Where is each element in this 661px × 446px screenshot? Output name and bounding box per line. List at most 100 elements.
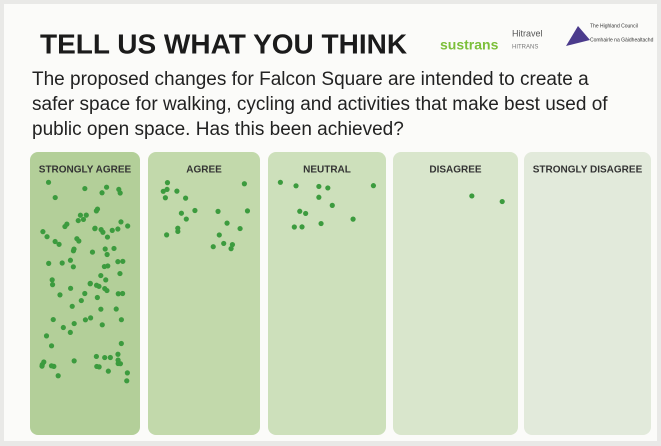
vote-dot [40, 229, 45, 234]
vote-dot [84, 213, 89, 218]
page: TELL US WHAT YOU THINK sustrans Hitravel… [0, 0, 661, 441]
vote-dot [116, 361, 121, 366]
vote-dot [106, 369, 111, 374]
vote-dot [116, 291, 121, 296]
vote-dot [51, 317, 56, 322]
logo: Comhairle na Gàidhealtachd [590, 37, 654, 43]
vote-dot [469, 193, 474, 198]
vote-dot [111, 246, 116, 251]
vote-dot [297, 209, 302, 214]
vote-dot [108, 355, 113, 360]
vote-dot [103, 277, 108, 282]
vote-dot [237, 226, 242, 231]
logo: Hitravel [512, 28, 543, 38]
vote-dot [76, 218, 81, 223]
vote-dot [82, 186, 87, 191]
vote-dot [56, 242, 61, 247]
vote-dot [118, 219, 123, 224]
column-label: STRONGLY DISAGREE [533, 165, 643, 176]
vote-dot [175, 226, 180, 231]
column-label: STRONGLY AGREE [39, 165, 132, 176]
vote-dot [44, 234, 49, 239]
vote-dot [92, 226, 97, 231]
vote-dot [81, 217, 86, 222]
vote-dot [114, 306, 119, 311]
vote-dot [104, 185, 109, 190]
vote-dot [316, 195, 321, 200]
vote-dot [303, 211, 308, 216]
vote-dot [94, 364, 99, 369]
vote-dot [79, 298, 84, 303]
vote-dot [99, 190, 104, 195]
vote-dot [224, 221, 229, 226]
vote-dot [78, 213, 83, 218]
vote-dot [56, 373, 61, 378]
vote-dot [71, 264, 76, 269]
vote-dot [184, 216, 189, 221]
vote-dot [164, 232, 169, 237]
vote-dot [98, 307, 103, 312]
vote-dot [120, 259, 125, 264]
vote-dot [183, 196, 188, 201]
vote-dot [318, 221, 323, 226]
vote-dot [74, 236, 79, 241]
vote-dot [68, 330, 73, 335]
column-label: DISAGREE [429, 165, 482, 176]
vote-dot [104, 288, 109, 293]
vote-dot [125, 223, 130, 228]
vote-dot [228, 246, 233, 251]
vote-dot [82, 291, 87, 296]
vote-dot [192, 208, 197, 213]
column-panel [148, 152, 260, 435]
vote-dot [174, 189, 179, 194]
question: The proposed changes for Falcon Square a… [32, 69, 589, 90]
vote-dot [500, 199, 505, 204]
vote-dot [221, 241, 226, 246]
vote-dot [163, 195, 168, 200]
vote-dot [292, 224, 297, 229]
vote-dot [124, 378, 129, 383]
vote-dot [325, 185, 330, 190]
logo: HITRANS [512, 45, 538, 51]
vote-dot [88, 281, 93, 286]
vote-dot [68, 258, 73, 263]
vote-dot [102, 264, 107, 269]
vote-dot [125, 370, 130, 375]
vote-dot [215, 209, 220, 214]
vote-dot [83, 317, 88, 322]
vote-dot [105, 252, 110, 257]
logo: The Highland Council [590, 23, 638, 29]
vote-dot [102, 355, 107, 360]
vote-dot [299, 224, 304, 229]
vote-dot [105, 234, 110, 239]
vote-dot [72, 321, 77, 326]
vote-dot [50, 282, 55, 287]
vote-dot [96, 284, 101, 289]
vote-dot [44, 333, 49, 338]
vote-dot [90, 250, 95, 255]
vote-dot [100, 322, 105, 327]
vote-dot [61, 325, 66, 330]
vote-dot [293, 183, 298, 188]
vote-dot [330, 203, 335, 208]
vote-dot [119, 317, 124, 322]
vote-dot [217, 232, 222, 237]
vote-dot [278, 180, 283, 185]
vote-dot [62, 224, 67, 229]
poster: TELL US WHAT YOU THINK sustrans Hitravel… [0, 0, 661, 441]
vote-dot [41, 359, 46, 364]
column-panel [524, 152, 651, 435]
vote-dot [119, 341, 124, 346]
vote-dot [371, 183, 376, 188]
vote-dot [50, 277, 55, 282]
vote-dot [98, 273, 103, 278]
vote-dot [164, 187, 169, 192]
vote-dot [245, 208, 250, 213]
vote-dot [211, 244, 216, 249]
vote-dot [94, 354, 99, 359]
logo: sustrans [440, 37, 499, 53]
vote-dot [165, 180, 170, 185]
vote-dot [53, 195, 58, 200]
question: safer space for walking, cycling and act… [32, 94, 608, 115]
vote-dot [46, 261, 51, 266]
